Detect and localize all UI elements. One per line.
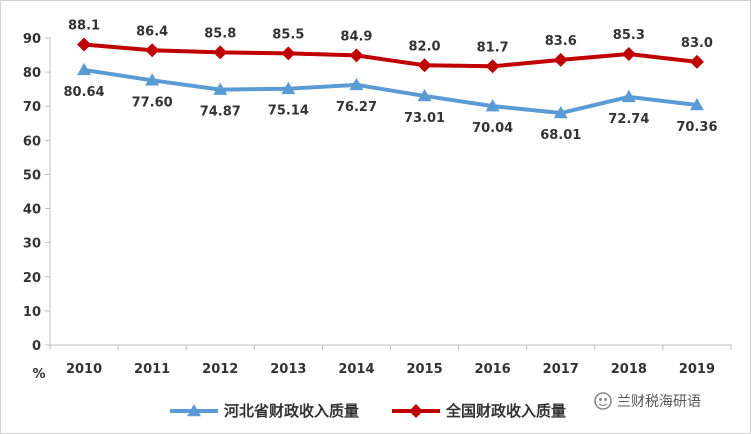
- data-label: 88.1: [68, 18, 100, 33]
- x-tick-label: 2015: [406, 362, 442, 377]
- diamond-marker: [689, 54, 704, 69]
- y-tick-label: 90: [23, 32, 41, 47]
- diamond-marker: [281, 46, 296, 61]
- diamond-marker: [349, 48, 364, 63]
- series-national: 88.1 86.4 85.8 85.5 84.9 82.0 81.7 83.6 85.3 83.0: [68, 18, 713, 74]
- triangle-marker: [213, 82, 228, 95]
- data-label: 74.87: [200, 105, 241, 120]
- triangle-marker: [485, 99, 500, 112]
- y-tick-label: 10: [23, 305, 41, 320]
- x-tick-label: 2011: [134, 362, 170, 377]
- series-line: [82, 42, 699, 69]
- x-tick-label: 2019: [679, 362, 715, 377]
- y-tick-label: 70: [23, 100, 41, 115]
- data-label: 82.0: [409, 39, 441, 54]
- x-tick-label: 2010: [66, 362, 102, 377]
- x-tick-label: 2018: [611, 362, 647, 377]
- x-tick-label: 2013: [270, 362, 306, 377]
- data-label: 80.64: [63, 85, 104, 100]
- y-tick-label: 80: [23, 66, 41, 81]
- triangle-marker: [349, 77, 364, 91]
- triangle-marker: [621, 89, 636, 103]
- data-label: 85.3: [613, 28, 645, 43]
- chart-series: 80.64 77.60 74.87 75.14 76.27 73.01 70.04 68.01…: [63, 18, 717, 143]
- wechat-icon: [594, 392, 612, 410]
- x-tick-label: 2012: [202, 362, 238, 377]
- data-label: 81.7: [477, 40, 509, 55]
- data-label: 76.27: [336, 100, 377, 115]
- data-label: 85.5: [272, 27, 304, 42]
- diamond-marker: [553, 52, 568, 67]
- y-tick-label: 60: [23, 134, 41, 149]
- diamond-marker: [417, 58, 432, 73]
- x-tick-label: 2017: [543, 362, 579, 377]
- watermark: 兰财税海研语: [594, 392, 701, 410]
- triangle-marker: [77, 62, 92, 76]
- diamond-marker: [77, 37, 92, 52]
- y-axis-label: %: [32, 367, 45, 382]
- data-label: 70.36: [676, 120, 717, 135]
- series-hebei: 80.64 77.60 74.87 75.14 76.27 73.01 70.04 68.01…: [63, 62, 718, 143]
- data-label: 75.14: [268, 104, 309, 119]
- data-label: 83.0: [681, 36, 713, 51]
- data-label: 83.6: [545, 34, 577, 49]
- data-label: 84.9: [340, 29, 372, 44]
- x-tick-label: 2016: [475, 362, 511, 377]
- triangle-marker: [187, 404, 201, 417]
- y-tick-label: 40: [23, 203, 41, 218]
- data-label: 86.4: [136, 24, 168, 39]
- triangle-marker: [417, 88, 432, 102]
- triangle-marker: [689, 97, 704, 111]
- triangle-marker: [281, 81, 296, 94]
- diamond-marker: [145, 43, 160, 58]
- data-label: 77.60: [132, 95, 173, 110]
- triangle-marker: [145, 73, 160, 86]
- y-tick-label: 0: [32, 339, 41, 354]
- legend-item: 全国财政收入质量: [392, 402, 566, 420]
- y-tick-label: 50: [23, 168, 41, 183]
- data-label: 85.8: [204, 26, 236, 41]
- chart-legend: 河北省财政收入质量 全国财政收入质量: [170, 402, 566, 420]
- data-label: 73.01: [404, 111, 445, 126]
- x-tick-label: 2014: [338, 362, 374, 377]
- y-tick-label: 20: [23, 271, 41, 286]
- legend-label: 全国财政收入质量: [445, 402, 566, 420]
- chart-axes: 0 10 20 30 40 50 60 70 80 90 2010 2011 2012 2013 2014 2…: [23, 32, 732, 382]
- series-line: [82, 67, 699, 116]
- watermark-text: 兰财税海研语: [617, 394, 701, 410]
- data-label: 68.01: [540, 128, 581, 143]
- diamond-marker: [621, 47, 636, 62]
- triangle-marker: [553, 106, 568, 119]
- diamond-marker: [213, 45, 228, 60]
- data-label: 70.04: [472, 121, 513, 136]
- y-tick-label: 30: [23, 237, 41, 252]
- data-label: 72.74: [608, 112, 649, 127]
- diamond-marker: [409, 404, 423, 418]
- legend-item: 河北省财政收入质量: [170, 402, 359, 420]
- diamond-marker: [485, 59, 500, 74]
- legend-label: 河北省财政收入质量: [224, 402, 359, 420]
